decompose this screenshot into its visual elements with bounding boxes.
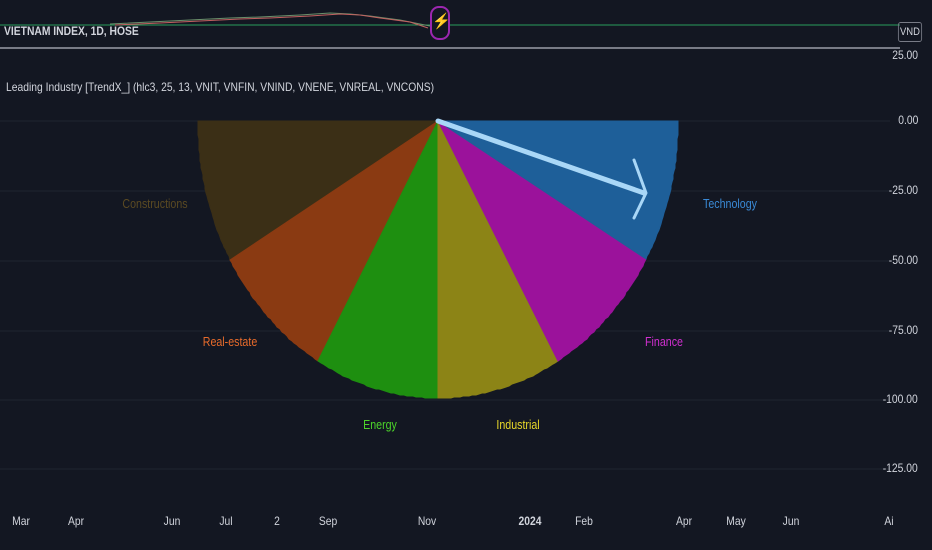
x-tick: Jun bbox=[163, 514, 181, 528]
y-tick-minus50: -50.00 bbox=[888, 253, 918, 267]
sector-technology bbox=[436, 120, 679, 260]
sector-finance bbox=[436, 119, 647, 362]
x-tick: Apr bbox=[67, 514, 85, 528]
x-tick: 2 bbox=[274, 514, 280, 528]
x-tick: May bbox=[726, 514, 746, 528]
sector-constructions bbox=[197, 120, 440, 261]
x-tick: Jun bbox=[782, 514, 800, 528]
mini-price-chart bbox=[0, 12, 900, 29]
y-tick-minus25: -25.00 bbox=[888, 183, 918, 197]
symbol-title[interactable]: VIETNAM INDEX, 1D, HOSE bbox=[4, 24, 139, 38]
sector-industrial bbox=[437, 120, 559, 399]
x-tick: Feb bbox=[575, 514, 593, 528]
indicator-legend[interactable]: Leading Industry [TrendX_] (hlc3, 25, 13… bbox=[6, 80, 435, 94]
x-tick: Mar bbox=[12, 514, 30, 528]
x-tick: Sep bbox=[318, 514, 338, 528]
lightning-icon[interactable]: ⚡ bbox=[430, 6, 451, 40]
y-tick-0: 0.00 bbox=[897, 113, 918, 127]
currency-badge[interactable]: VND bbox=[897, 22, 923, 42]
label-energy: Energy bbox=[363, 417, 397, 432]
trend-arrow bbox=[435, 118, 648, 220]
y-tick-minus75: -75.00 bbox=[888, 323, 918, 337]
label-technology: Technology bbox=[703, 196, 757, 211]
label-industrial: Industrial bbox=[496, 417, 540, 432]
grid bbox=[0, 120, 890, 470]
x-tick: Jul bbox=[219, 514, 233, 528]
label-constructions: Constructions bbox=[122, 196, 188, 211]
y-tick-minus100: -100.00 bbox=[882, 392, 918, 406]
sector-energy bbox=[317, 120, 439, 399]
y-tick-25: 25.00 bbox=[892, 48, 918, 62]
x-tick: Nov bbox=[417, 514, 437, 528]
pane-separator[interactable] bbox=[0, 47, 900, 49]
x-tick-year: 2024 bbox=[518, 514, 542, 528]
x-tick: Apr bbox=[675, 514, 693, 528]
x-tick: Ai bbox=[884, 514, 894, 528]
sector-real-estate bbox=[229, 119, 440, 362]
label-finance: Finance bbox=[645, 334, 683, 349]
price-header: VIETNAM INDEX, 1D, HOSE ⚡ VND bbox=[0, 0, 932, 48]
y-tick-minus125: -125.00 bbox=[882, 461, 918, 475]
label-real-estate: Real-estate bbox=[202, 334, 258, 349]
